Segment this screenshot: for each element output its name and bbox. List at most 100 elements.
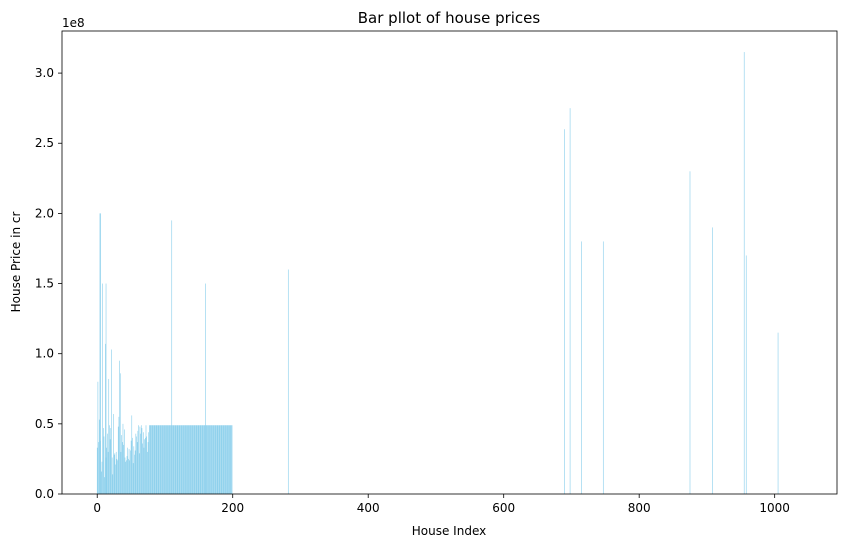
bar: [112, 474, 114, 494]
bar: [107, 433, 108, 494]
bar: [581, 241, 582, 494]
bar: [146, 436, 147, 494]
bar: [206, 425, 208, 494]
bar: [116, 458, 118, 494]
bar: [98, 442, 99, 494]
bar: [197, 425, 199, 494]
bar: [114, 453, 116, 494]
bar: [218, 425, 219, 494]
bar: [175, 425, 177, 494]
bar: [189, 425, 191, 494]
bar: [118, 416, 120, 494]
bar: [123, 444, 124, 494]
bar: [228, 425, 229, 494]
bar: [202, 425, 204, 494]
bar: [119, 360, 120, 494]
bar: [206, 425, 207, 494]
bar: [159, 425, 160, 494]
bar: [224, 425, 225, 494]
bar: [214, 425, 216, 494]
bar: [195, 425, 196, 494]
bar: [176, 425, 177, 494]
bar: [211, 425, 213, 494]
chart-title: Bar pllot of house prices: [358, 9, 541, 27]
bar: [127, 447, 129, 494]
bar: [168, 425, 169, 494]
bar: [135, 433, 137, 494]
bar: [132, 437, 133, 494]
y-tick-label: 1.5: [35, 277, 54, 291]
bar: [212, 425, 213, 494]
bar: [167, 425, 168, 494]
bar: [287, 269, 289, 494]
bar: [137, 430, 139, 494]
y-multiplier-label: 1e8: [62, 16, 85, 30]
bar: [140, 425, 142, 494]
bar: [98, 419, 100, 494]
bar: [128, 449, 130, 494]
bar: [134, 450, 136, 494]
bar: [217, 425, 219, 494]
bar: [113, 414, 114, 494]
bar: [161, 425, 162, 494]
bar: [130, 450, 131, 494]
bar: [203, 425, 204, 494]
bar: [185, 425, 187, 494]
bar: [169, 425, 171, 494]
bar: [196, 425, 198, 494]
bar: [229, 425, 231, 494]
y-axis-label: House Price in cr: [9, 212, 23, 313]
bar: [148, 432, 150, 494]
bar: [168, 425, 170, 494]
y-tick-label: 2.5: [35, 136, 54, 150]
bar: [139, 426, 141, 494]
x-tick-label: 1000: [759, 501, 790, 515]
bar: [181, 425, 183, 494]
bar: [216, 425, 218, 494]
x-axis-label: House Index: [412, 524, 486, 538]
bar: [163, 425, 164, 494]
bar: [106, 447, 108, 494]
bar: [126, 460, 127, 494]
bar: [124, 457, 126, 494]
bar: [174, 425, 176, 494]
y-tick-label: 3.0: [35, 66, 54, 80]
bar: [229, 425, 230, 494]
y-tick-label: 1.0: [35, 347, 54, 361]
bar: [136, 442, 138, 494]
bar: [102, 283, 103, 494]
bar: [111, 457, 113, 494]
bar: [128, 458, 129, 494]
bar: [195, 425, 197, 494]
y-tick-label: 0.0: [35, 487, 54, 501]
bar: [171, 220, 173, 494]
bar: [173, 425, 175, 494]
bar: [115, 451, 117, 494]
bar: [227, 425, 228, 494]
bar: [227, 425, 229, 494]
bars-group: [96, 52, 779, 495]
bar: [213, 425, 215, 494]
bar: [121, 442, 123, 494]
bar: [115, 464, 116, 494]
bar: [144, 439, 145, 494]
bar: [120, 451, 122, 494]
bar: [124, 429, 125, 494]
bar: [117, 460, 118, 494]
bar: [163, 425, 165, 494]
bar: [216, 425, 217, 494]
x-tick-label: 200: [221, 501, 244, 515]
bar: [147, 451, 148, 494]
bar: [96, 447, 98, 494]
bar: [119, 373, 121, 494]
bar: [103, 436, 105, 494]
x-tick-label: 600: [492, 501, 515, 515]
bar: [153, 425, 154, 494]
bar: [165, 425, 166, 494]
bar: [188, 425, 189, 494]
bar: [602, 241, 604, 494]
bar: [230, 425, 231, 494]
bar: [101, 461, 103, 494]
bar: [161, 425, 163, 494]
